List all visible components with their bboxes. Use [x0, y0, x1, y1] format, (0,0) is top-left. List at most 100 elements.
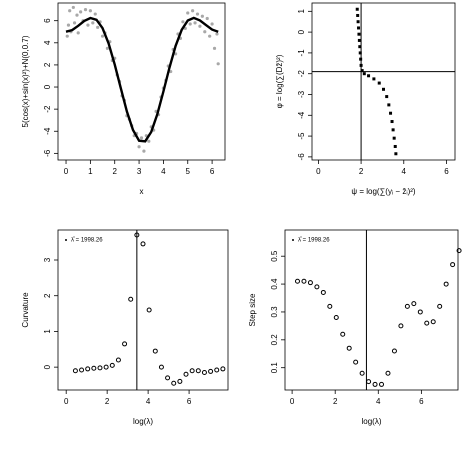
- data-point: [195, 12, 200, 16]
- data-point: [216, 62, 220, 66]
- data-point: [79, 367, 85, 373]
- data-point: [392, 136, 396, 140]
- data-point: [372, 381, 378, 387]
- data-point: [66, 23, 71, 27]
- y-tick-label: 0: [297, 29, 306, 34]
- data-point: [134, 232, 140, 238]
- annotation-dot: [292, 239, 294, 241]
- data-point: [103, 364, 109, 370]
- y-tick-label: 1: [297, 9, 306, 14]
- x-tick-label: 3: [137, 167, 142, 176]
- data-point: [76, 31, 80, 35]
- data-point: [208, 368, 214, 374]
- x-axis-label: log(λ): [361, 417, 381, 426]
- x-tick-label: 2: [359, 167, 364, 176]
- y-tick-label: 2: [43, 293, 52, 298]
- data-point: [65, 34, 69, 38]
- data-point: [198, 24, 202, 28]
- data-point: [75, 13, 79, 17]
- data-point: [359, 63, 363, 67]
- data-point: [139, 136, 144, 140]
- y-tick-label: 6: [43, 18, 52, 23]
- data-point: [346, 345, 352, 351]
- data-point: [362, 72, 366, 76]
- data-point: [97, 365, 103, 371]
- x-tick-label: 2: [105, 397, 110, 406]
- data-point: [391, 128, 395, 132]
- x-tick-label: 0: [64, 397, 69, 406]
- data-point: [203, 30, 207, 34]
- x-tick-label: 6: [444, 167, 449, 176]
- data-point: [320, 289, 326, 295]
- data-point: [186, 11, 190, 15]
- plot-frame: [284, 229, 459, 391]
- data-point: [142, 149, 146, 153]
- data-point: [158, 364, 164, 370]
- data-point: [367, 74, 371, 78]
- data-point: [83, 8, 88, 12]
- x-tick-label: 1: [88, 167, 93, 176]
- annotation: λ̂ = 1998.26: [71, 238, 103, 244]
- y-axis-label: 5(cos(x)+sin(x)²)+N(0,0.7): [21, 35, 30, 127]
- data-point: [200, 14, 204, 18]
- y-tick-label: -1: [297, 49, 306, 57]
- data-point: [353, 359, 359, 365]
- data-point: [359, 370, 365, 376]
- data-point: [195, 368, 201, 374]
- data-point: [72, 368, 78, 374]
- x-tick-label: 2: [112, 167, 117, 176]
- data-point: [394, 152, 398, 156]
- data-point: [424, 320, 430, 326]
- data-point: [430, 319, 436, 325]
- y-tick-label: 0.1: [270, 362, 279, 374]
- data-point: [379, 381, 385, 387]
- data-point: [357, 26, 361, 30]
- data-point: [377, 81, 381, 85]
- data-point: [372, 77, 376, 81]
- data-point: [212, 46, 217, 50]
- data-point: [165, 375, 171, 381]
- data-point: [122, 341, 128, 347]
- data-point: [382, 87, 385, 91]
- data-point: [437, 303, 443, 309]
- y-tick-label: -6: [297, 153, 306, 161]
- y-tick-label: 1: [43, 329, 52, 334]
- data-point: [191, 9, 195, 13]
- y-tick-label: -2: [297, 70, 306, 78]
- data-point: [404, 303, 410, 309]
- data-point: [398, 323, 404, 329]
- data-point: [137, 145, 141, 149]
- fit-line: [65, 16, 219, 143]
- x-tick-label: 2: [333, 397, 338, 406]
- x-tick-label: 0: [316, 167, 321, 176]
- data-point: [214, 367, 220, 373]
- data-point: [188, 22, 192, 26]
- y-tick-label: 3: [43, 257, 52, 262]
- x-tick-label: 0: [290, 397, 295, 406]
- data-point: [359, 57, 363, 61]
- y-tick-label: -2: [43, 105, 52, 113]
- plot-frame: [311, 2, 456, 161]
- data-point: [357, 32, 361, 36]
- x-tick-label: 6: [210, 167, 215, 176]
- x-tick-label: 0: [64, 167, 69, 176]
- y-tick-label: 0.3: [270, 306, 279, 318]
- data-point: [390, 120, 394, 124]
- data-point: [100, 34, 105, 38]
- data-point: [147, 139, 151, 143]
- data-point: [210, 22, 214, 26]
- data-point: [68, 9, 72, 13]
- data-point: [450, 262, 456, 268]
- data-point: [314, 284, 320, 290]
- data-point: [366, 379, 372, 385]
- data-point: [152, 348, 158, 354]
- data-point: [307, 280, 313, 286]
- y-tick-label: 0: [43, 364, 52, 369]
- x-axis-label: ψ = log(∑(yᵢ − ẑᵢ)²): [351, 187, 415, 196]
- data-point: [205, 16, 209, 21]
- y-tick-label: -6: [43, 149, 52, 157]
- data-point: [301, 278, 307, 284]
- annotation-dot: [65, 239, 67, 241]
- data-point: [215, 32, 219, 36]
